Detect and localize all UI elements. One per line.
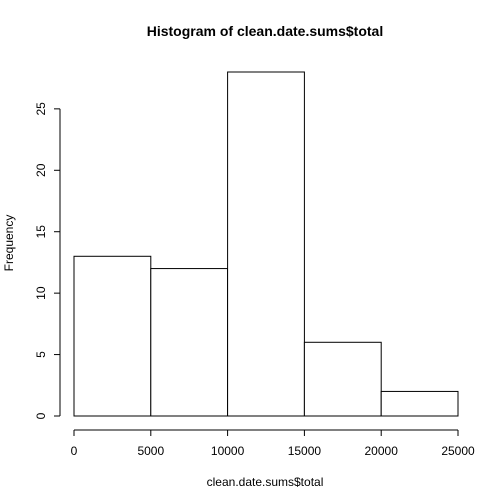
x-axis: 0 5000 10000 15000 20000 25000 [71,429,475,458]
histogram-bar-4 [380,390,459,417]
y-tick-label-4: 20 [34,163,48,177]
bars-group [73,71,459,417]
x-tick-label-5: 25000 [441,444,475,458]
x-tick-label-2: 10000 [211,444,245,458]
y-tick-label-0: 0 [34,412,48,419]
x-tick-label-3: 15000 [288,444,322,458]
y-tick-label-2: 10 [34,286,48,300]
y-axis: 0 5 10 15 20 25 [34,102,61,419]
histogram-bar-3 [303,341,382,417]
histogram-bar-1 [150,268,229,417]
y-tick-label-3: 15 [34,225,48,239]
x-axis-label: clean.date.sums$total [207,475,324,489]
chart-title: Histogram of clean.date.sums$total [147,23,384,39]
y-tick-label-1: 5 [34,351,48,358]
y-axis-label: Frequency [2,215,16,272]
x-tick-label-1: 5000 [137,444,164,458]
x-tick-label-4: 20000 [365,444,399,458]
histogram-bar-2 [227,71,305,417]
y-tick-label-5: 25 [34,102,48,116]
x-tick-label-0: 0 [71,444,78,458]
histogram-bar-0 [73,255,152,417]
